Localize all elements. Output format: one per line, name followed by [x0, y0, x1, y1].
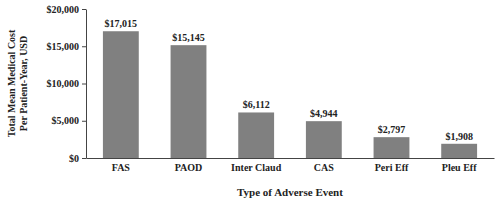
bar — [171, 45, 207, 158]
y-tick: $5,000 — [52, 115, 87, 126]
data-label: $15,145 — [172, 32, 205, 43]
bar — [103, 31, 139, 158]
x-tick: Peri Eff — [375, 162, 409, 173]
y-tick: $10,000 — [47, 78, 87, 89]
y-tick-mark — [82, 84, 86, 85]
y-tick-mark — [82, 121, 86, 122]
y-tick-mark — [82, 46, 86, 47]
data-label: $4,944 — [310, 108, 338, 119]
x-tick: Pleu Eff — [442, 162, 477, 173]
y-axis-title: Total Mean Medical CostPer Patient-Year,… — [6, 29, 29, 137]
x-tick: CAS — [314, 162, 334, 173]
data-label: $6,112 — [243, 99, 270, 110]
x-tick-label: Peri Eff — [375, 162, 409, 173]
bar — [441, 144, 477, 158]
data-labels: $17,015 $15,145 $6,112 $4,944 $2,797 $1,908 — [105, 18, 473, 142]
y-tick: $20,000 — [47, 4, 87, 15]
y-axis-title-line: Per Patient-Year, USD — [18, 36, 29, 131]
y-tick-label: $5,000 — [52, 115, 80, 126]
y-tick-label: $0 — [69, 153, 79, 164]
x-tick-label: PAOD — [175, 162, 203, 173]
data-label: $2,797 — [378, 124, 406, 135]
plot: $0 $5,000 $10,000 $15,000 $20,000 FAS PAOD Inte… — [47, 4, 495, 173]
y-tick-label: $10,000 — [47, 78, 80, 89]
y-tick-label: $20,000 — [47, 4, 80, 15]
y-axis: $0 $5,000 $10,000 $15,000 $20,000 — [47, 4, 87, 164]
x-tick-label: Pleu Eff — [442, 162, 477, 173]
chart: $0 $5,000 $10,000 $15,000 $20,000 FAS PAOD Inte… — [0, 0, 500, 203]
bars — [103, 31, 477, 158]
bar — [306, 121, 342, 158]
x-axis-title: Type of Adverse Event — [237, 186, 343, 198]
x-tick-label: CAS — [314, 162, 334, 173]
bar — [374, 137, 410, 158]
bar — [238, 112, 274, 158]
x-tick-label: Inter Claud — [231, 162, 282, 173]
y-tick-mark — [82, 9, 86, 10]
y-axis-title-line: Total Mean Medical Cost — [6, 29, 17, 137]
x-tick: PAOD — [175, 162, 203, 173]
x-tick: Inter Claud — [231, 162, 282, 173]
data-label: $17,015 — [105, 18, 137, 29]
y-tick: $15,000 — [47, 41, 87, 52]
y-tick: $0 — [69, 153, 86, 164]
y-tick-label: $15,000 — [47, 41, 80, 52]
y-tick-mark — [82, 158, 86, 159]
x-tick-label: FAS — [112, 162, 131, 173]
y-axis-line — [86, 10, 87, 159]
x-axis: FAS PAOD Inter Claud CAS Peri Eff Pleu Eff — [87, 159, 495, 174]
x-tick: FAS — [112, 162, 131, 173]
x-axis-line — [87, 158, 495, 159]
data-label: $1,908 — [445, 131, 473, 142]
